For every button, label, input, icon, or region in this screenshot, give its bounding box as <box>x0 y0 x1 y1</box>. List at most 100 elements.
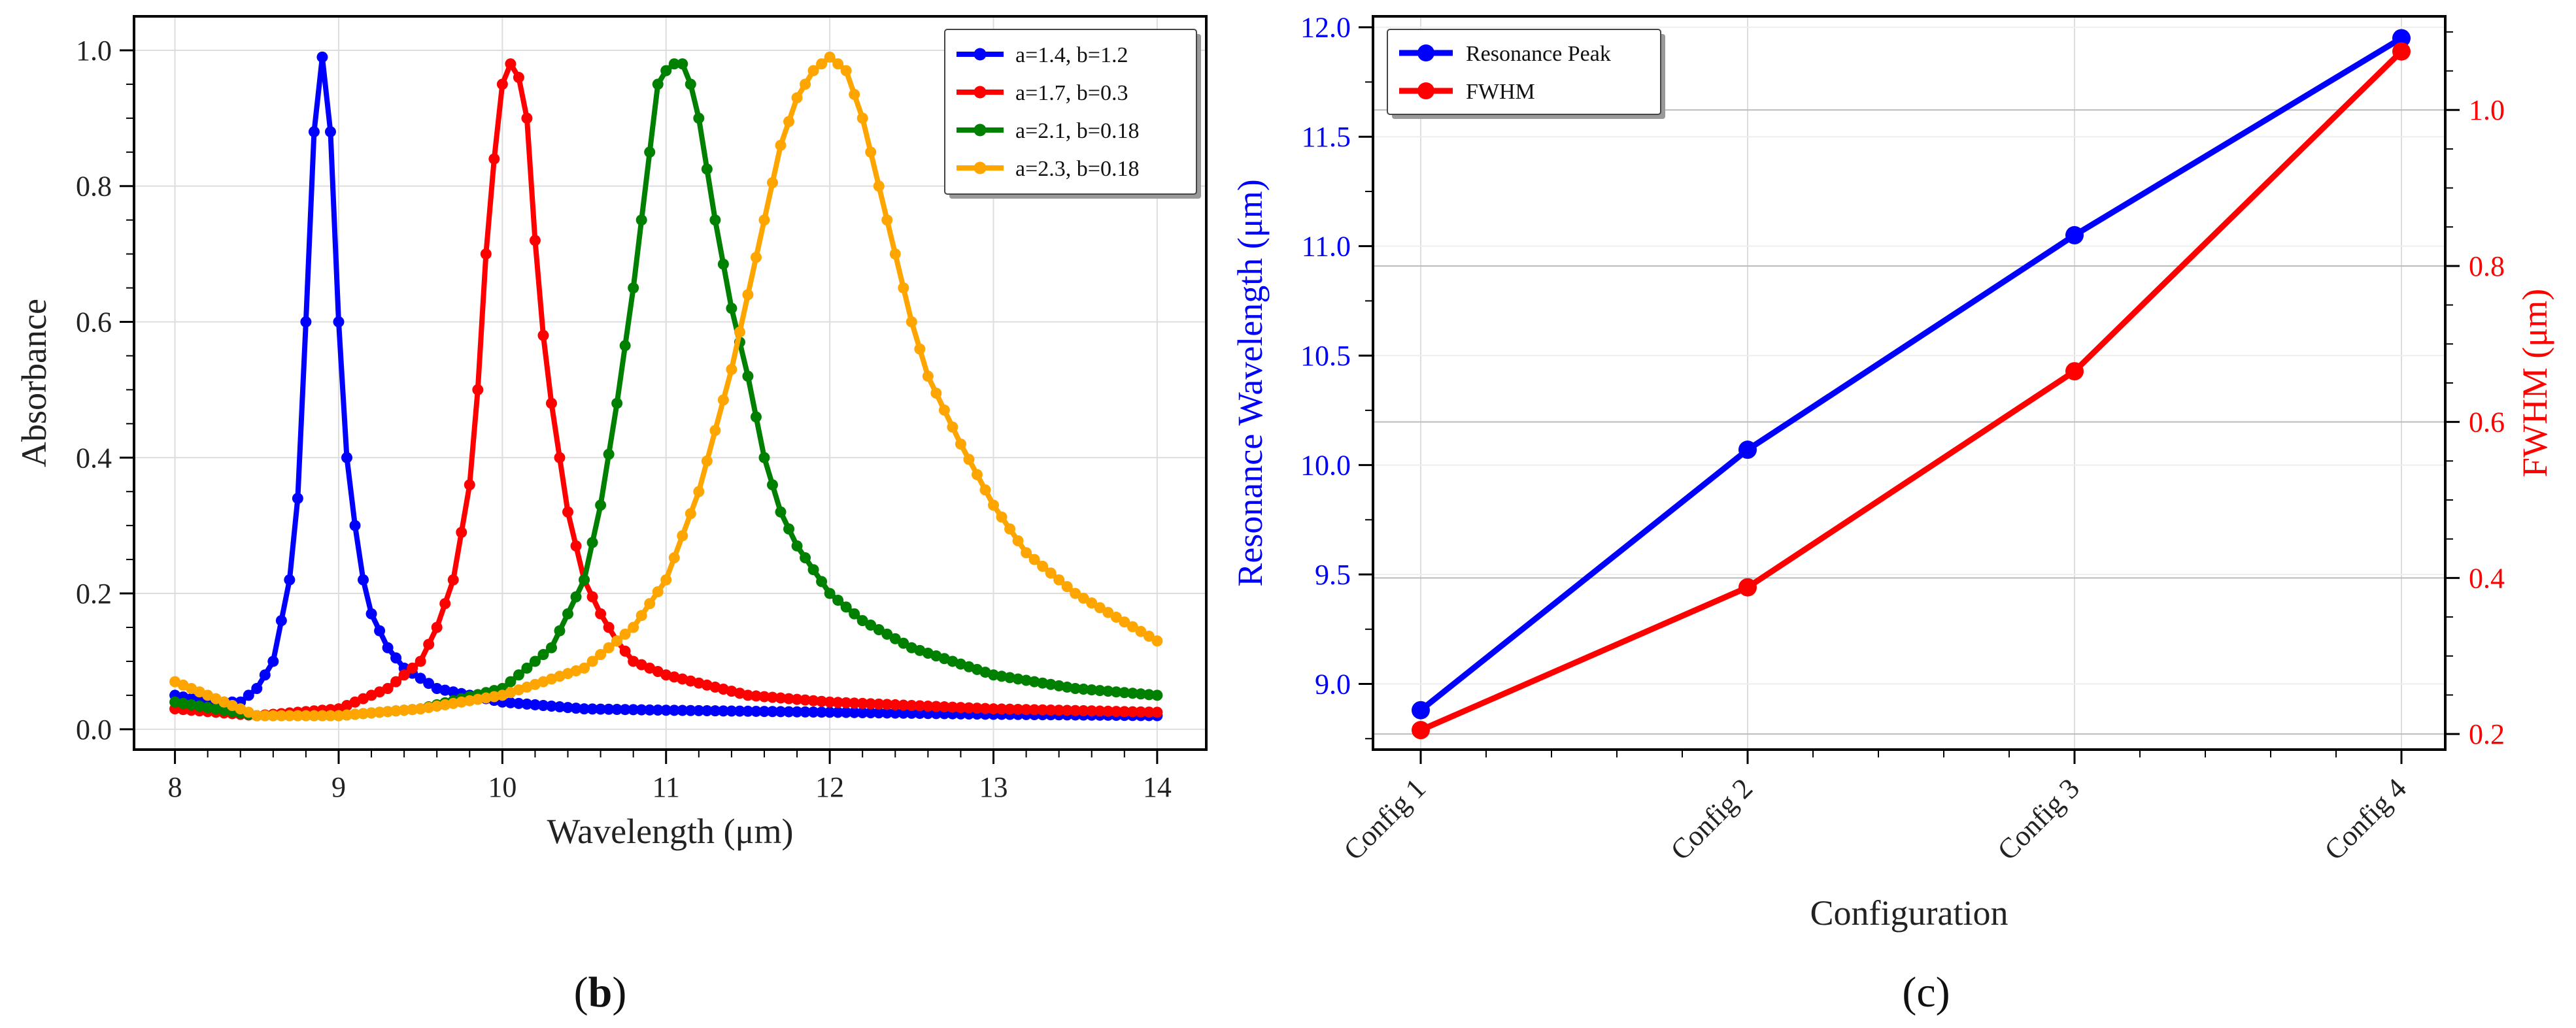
b-series-marker <box>1012 673 1024 685</box>
b-series-marker <box>750 411 762 423</box>
c-series-2 <box>1412 42 2411 740</box>
c-legend-entry: FWHM <box>1466 80 1535 104</box>
b-series-marker <box>390 705 402 717</box>
b-series-marker <box>1143 631 1155 642</box>
b-series-marker <box>619 340 631 352</box>
c-y-left-tick-label: 9.5 <box>1315 559 1351 591</box>
b-legend-swatch-marker <box>974 48 987 61</box>
b-series-marker <box>701 705 713 717</box>
b-series-marker <box>1143 706 1155 718</box>
b-series-marker <box>717 394 729 406</box>
b-series-marker <box>800 552 811 564</box>
b-series-marker <box>251 710 263 721</box>
b-series-marker <box>1094 685 1106 697</box>
b-series-marker <box>734 705 745 717</box>
b-series-marker <box>619 645 631 657</box>
b-series-marker <box>1110 686 1122 698</box>
b-series-marker <box>988 703 1000 715</box>
b-series-marker <box>603 622 615 633</box>
b-series-marker <box>996 671 1008 682</box>
c-y-left-tick-label: 11.0 <box>1302 231 1351 263</box>
c-y-right-tick-label: 0.8 <box>2469 250 2505 282</box>
b-series-marker <box>398 669 410 681</box>
b-series-marker <box>374 625 386 637</box>
c-series-marker <box>1738 440 1757 459</box>
b-series-marker <box>1127 706 1138 718</box>
b-series-marker <box>824 51 836 63</box>
b-series-marker <box>521 112 533 124</box>
c-legend-entry: Resonance Peak <box>1466 42 1611 66</box>
b-series-marker <box>611 703 623 715</box>
c-series-marker <box>1738 578 1757 597</box>
b-series-marker <box>1012 703 1024 715</box>
b-series-marker <box>480 692 492 704</box>
b-series-marker <box>914 700 926 712</box>
b-series-marker <box>775 506 787 518</box>
b-series-marker <box>1037 704 1049 716</box>
b-series-marker <box>218 705 230 716</box>
b-series-marker <box>636 610 647 622</box>
b-series-marker <box>1151 635 1163 647</box>
b-series-marker <box>1028 676 1040 688</box>
b-series-marker <box>300 316 312 327</box>
b-series-marker <box>595 608 607 620</box>
b-series-marker <box>488 153 500 165</box>
panel-b-legend: a=1.4, b=1.2 a=1.7, b=0.3 a=2.1, b=0.18 a=2… <box>944 29 1201 199</box>
b-series-marker <box>758 691 770 703</box>
b-series-marker <box>791 693 803 705</box>
b-series-marker <box>1037 561 1049 572</box>
b-series-marker <box>521 698 533 710</box>
b-series-marker <box>930 701 942 712</box>
b-series-marker <box>243 689 254 701</box>
b-series-marker <box>1086 705 1098 717</box>
c-legend-box <box>1387 29 1661 115</box>
b-series-marker <box>840 697 852 708</box>
b-series-marker <box>177 697 189 709</box>
b-series-marker <box>186 699 197 710</box>
b-series-marker <box>358 708 369 720</box>
b-series-marker <box>570 591 582 603</box>
b-series-marker <box>537 699 549 711</box>
panel-c-ylabel-left: Resonance Wavelength (μm) <box>1230 179 1270 586</box>
b-series-marker <box>595 499 607 511</box>
b-series-marker <box>1135 625 1147 637</box>
b-series-marker <box>783 693 795 705</box>
b-series-marker <box>529 699 541 710</box>
panel-label-b: (b) <box>574 969 627 1016</box>
b-series-marker <box>791 706 803 718</box>
b-series-marker <box>423 678 435 689</box>
b-series-marker <box>783 523 795 535</box>
b-series-marker <box>955 439 966 450</box>
b-series-marker <box>1151 689 1163 701</box>
b-series-marker <box>660 65 672 76</box>
b-legend-entry: a=2.1, b=0.18 <box>1015 119 1139 143</box>
b-series-marker <box>873 180 885 192</box>
b-series-marker <box>889 707 901 719</box>
b-series-marker <box>1021 704 1032 716</box>
b-series-marker <box>415 655 426 667</box>
b-series-marker <box>308 710 320 721</box>
b-series-marker <box>988 499 1000 511</box>
b-series-marker <box>579 574 590 586</box>
b-series-marker <box>652 705 664 716</box>
b-series-marker <box>407 704 418 716</box>
b-series-marker <box>595 703 607 715</box>
panel-b-xlabel: Wavelength (μm) <box>547 812 794 851</box>
panel-c-xlabel: Configuration <box>1810 893 2008 933</box>
b-series-marker <box>856 615 868 627</box>
b-series-marker <box>537 649 549 661</box>
b-series-marker <box>570 540 582 552</box>
b-series-marker <box>832 697 844 708</box>
b-series-marker <box>775 692 787 704</box>
b-series-marker <box>734 326 745 338</box>
c-series-marker <box>2392 29 2411 48</box>
panel-label-c: (c) <box>1902 969 1950 1016</box>
c-y-left-tick-label: 12.0 <box>1300 12 1351 44</box>
b-series-marker <box>1045 704 1057 716</box>
b-series-marker <box>586 591 598 603</box>
b-series-marker <box>849 697 860 709</box>
b-series-marker <box>324 126 336 138</box>
panel-b-plot-frame <box>133 15 1208 751</box>
b-series-marker <box>259 669 271 681</box>
b-series-marker <box>1135 688 1147 700</box>
